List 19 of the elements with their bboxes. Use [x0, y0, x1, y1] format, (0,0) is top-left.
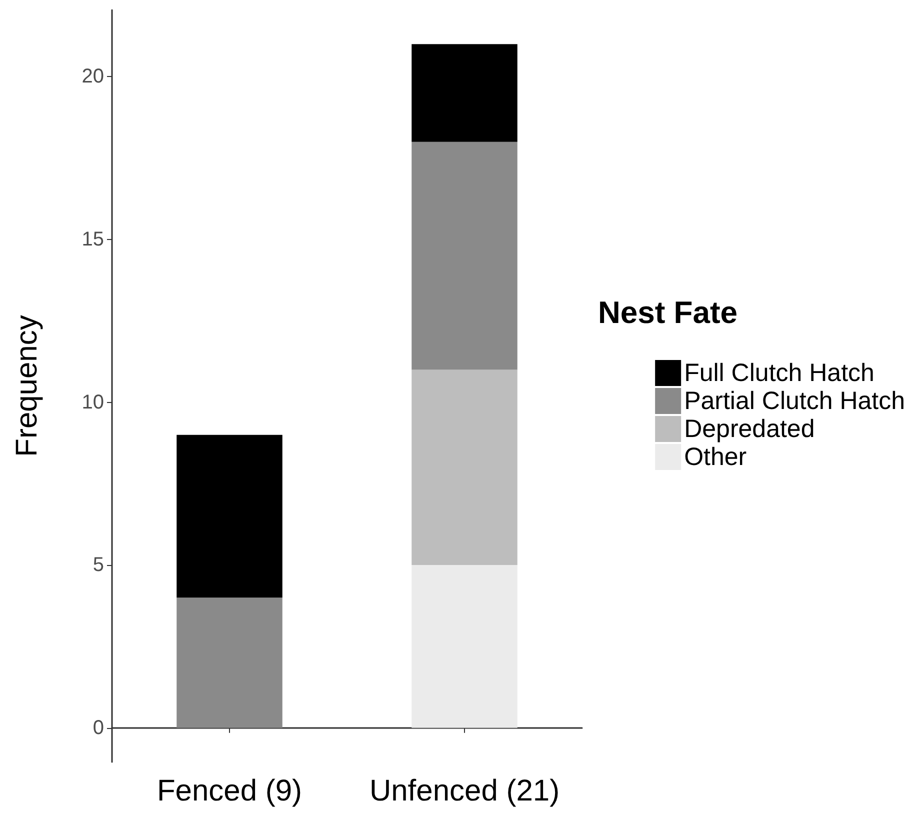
bar: [412, 565, 518, 728]
y-tick-label: 15: [82, 228, 104, 251]
legend-label: Full Clutch Hatch: [684, 359, 874, 387]
x-tick-label: Unfenced (21): [369, 774, 560, 808]
y-tick-label: 5: [92, 554, 104, 576]
legend-title: Nest Fate: [598, 295, 738, 330]
bar: [176, 598, 282, 728]
bar: [176, 434, 282, 598]
legend-label: Depredated: [684, 415, 815, 443]
y-tick-label: 10: [82, 391, 104, 414]
bar: [412, 142, 518, 370]
x-tick-label: Fenced (9): [156, 774, 302, 808]
bar: [412, 370, 518, 566]
bar: [412, 44, 518, 142]
y-tick-label: 0: [92, 716, 104, 739]
legend-label: Other: [684, 443, 747, 471]
y-tick-label: 20: [82, 66, 104, 88]
legend-label: Partial Clutch Hatch: [684, 387, 906, 415]
y-axis-title: Frequency: [10, 315, 44, 457]
